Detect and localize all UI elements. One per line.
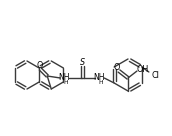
Text: O: O: [36, 61, 42, 70]
Text: H: H: [98, 80, 103, 85]
Text: Cl: Cl: [152, 72, 160, 81]
Text: O: O: [114, 64, 120, 72]
Text: S: S: [80, 58, 85, 67]
Text: OH: OH: [137, 64, 149, 73]
Text: H: H: [63, 80, 67, 85]
Text: NH: NH: [58, 73, 70, 83]
Text: NH: NH: [94, 73, 105, 83]
